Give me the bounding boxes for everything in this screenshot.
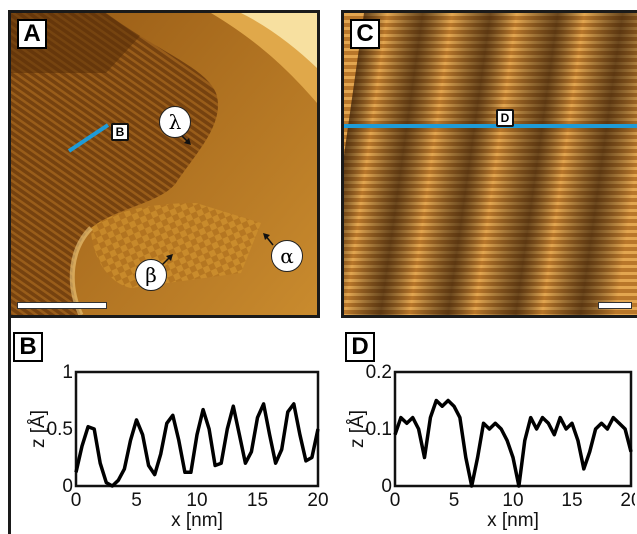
chart-b-ylabel: z [Å] xyxy=(28,410,49,448)
chart-b-label: B xyxy=(13,332,43,362)
scale-bar-c xyxy=(598,302,632,309)
chart-d-label: D xyxy=(345,332,375,362)
panel-a-label: A xyxy=(17,19,47,49)
scale-bar-a xyxy=(17,302,107,309)
chart-d: 0 5 10 15 20 0 0.1 0.2 x [nm] z [Å] xyxy=(347,362,635,531)
stm-image-a: A B λ β α xyxy=(8,10,320,318)
chart-b-xlabel: x [nm] xyxy=(171,510,223,531)
chart-d-xtick-label: 10 xyxy=(502,490,523,511)
chart-d-xlabel: x [nm] xyxy=(487,510,539,531)
chart-b-ytick-label: 0.5 xyxy=(47,419,73,440)
chart-b-xtick-label: 5 xyxy=(131,490,142,511)
alpha-marker: α xyxy=(271,240,303,272)
chart-b-ytick-label: 0 xyxy=(62,476,73,497)
stm-image-a-graphic xyxy=(11,13,317,315)
chart-b-xtick-label: 20 xyxy=(307,490,328,511)
chart-d-ylabel: z [Å] xyxy=(347,410,368,448)
chart-b-series-line xyxy=(74,402,320,488)
chart-d-xtick-label: 5 xyxy=(449,490,460,511)
stm-image-c: C D xyxy=(341,10,637,318)
chart-d-ytick-label: 0.1 xyxy=(366,419,392,440)
chart-d-ytick-label: 0.2 xyxy=(366,362,392,383)
panel-c-label: C xyxy=(350,19,380,49)
chart-d-xtick-label: 0 xyxy=(390,490,401,511)
stm-image-c-graphic xyxy=(344,13,637,315)
beta-marker: β xyxy=(135,259,167,291)
chart-d-axes-box xyxy=(393,370,633,488)
profile-b-tag: B xyxy=(111,123,129,141)
chart-b-xtick-label: 15 xyxy=(247,490,268,511)
profile-d-tag: D xyxy=(496,109,514,127)
frame-edge xyxy=(8,318,11,534)
chart-b: 0 5 10 15 20 0 0.5 1 x [nm] z [Å] xyxy=(28,362,329,531)
chart-d-ytick-label: 0 xyxy=(381,476,392,497)
chart-b-xtick-label: 0 xyxy=(71,490,82,511)
profile-line-b xyxy=(67,123,110,153)
chart-b-ytick-label: 1 xyxy=(62,362,73,383)
chart-b-xtick-label: 10 xyxy=(186,490,207,511)
lambda-marker: λ xyxy=(159,106,191,138)
chart-d-xtick-label: 15 xyxy=(561,490,582,511)
chart-d-series-line xyxy=(393,398,633,488)
chart-d-xtick-label: 20 xyxy=(620,490,635,511)
